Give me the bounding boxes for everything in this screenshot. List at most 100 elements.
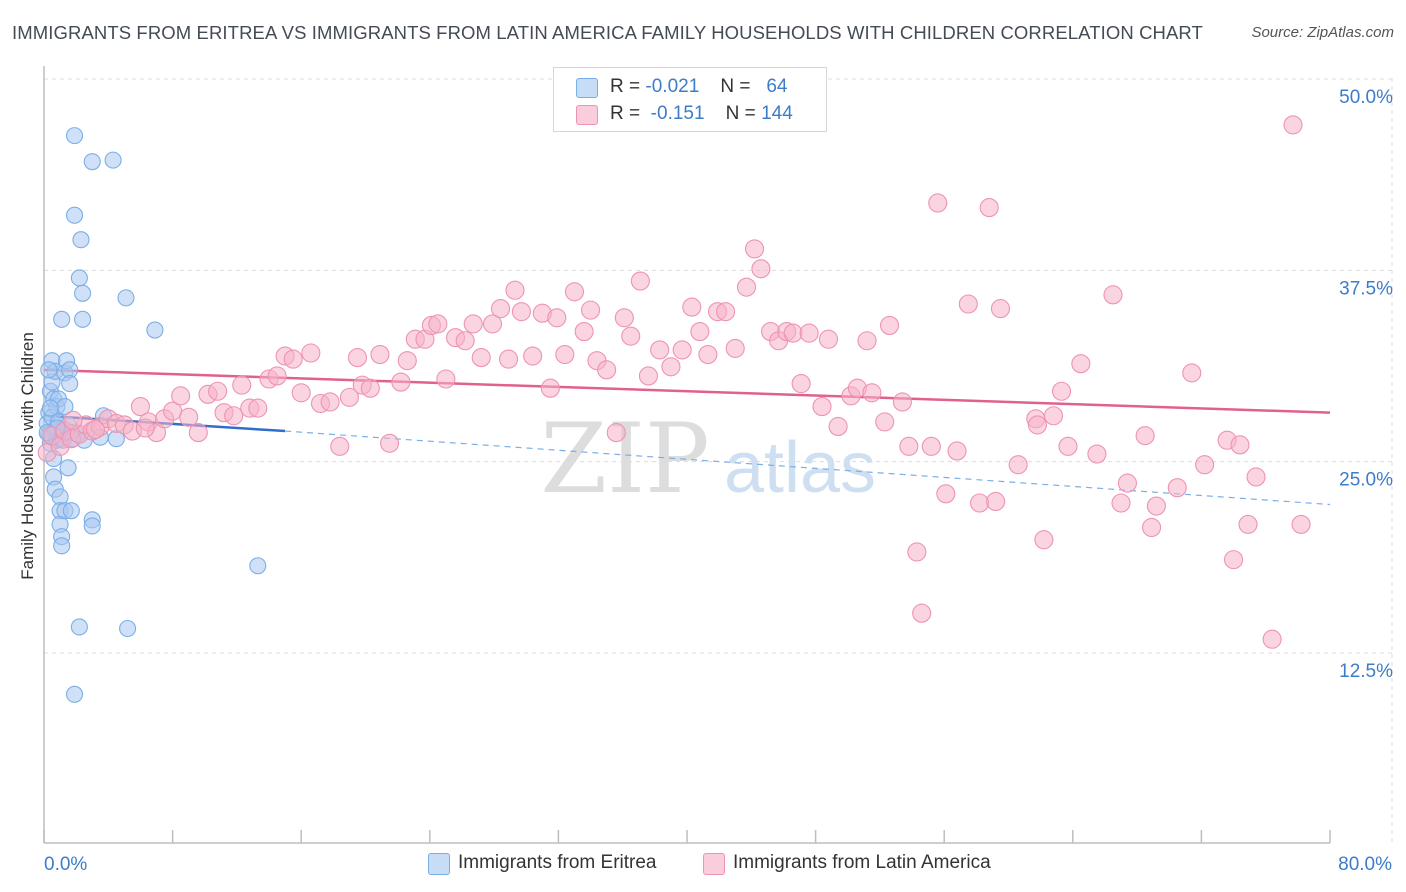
point-latin-america — [1291, 514, 1311, 534]
point-latin-america — [986, 491, 1006, 512]
point-latin-america — [1117, 473, 1138, 493]
point-eritrea — [70, 618, 88, 636]
legend-r-value: -0.151 — [650, 103, 705, 124]
point-latin-america — [436, 369, 456, 389]
point-latin-america — [621, 326, 641, 346]
point-latin-america — [188, 423, 208, 443]
point-latin-america — [347, 348, 368, 368]
watermark-atlas: atlas — [724, 428, 876, 508]
point-latin-america — [1230, 435, 1250, 455]
point-latin-america — [1103, 285, 1123, 305]
point-latin-america — [179, 407, 199, 427]
source-credit: Source: ZipAtlas.com — [1251, 24, 1394, 41]
point-latin-america — [360, 378, 380, 398]
point-latin-america — [471, 348, 491, 368]
data-points — [37, 115, 1311, 703]
point-latin-america — [320, 392, 340, 412]
point-latin-america — [330, 436, 350, 456]
point-eritrea — [59, 459, 77, 477]
grid-lines — [44, 78, 1393, 843]
point-eritrea — [74, 284, 92, 302]
point-latin-america — [899, 436, 919, 456]
point-eritrea — [61, 375, 79, 393]
bottom-legend-swatch-latin-america — [703, 853, 725, 875]
point-latin-america — [248, 398, 268, 418]
point-latin-america — [936, 484, 956, 504]
point-latin-america — [391, 372, 411, 392]
point-latin-america — [499, 349, 519, 369]
point-latin-america — [614, 308, 634, 328]
point-latin-america — [875, 412, 895, 432]
point-latin-america — [606, 423, 626, 443]
point-latin-america — [912, 603, 932, 623]
point-latin-america — [564, 282, 585, 302]
point-latin-america — [574, 322, 594, 342]
legend-n-value: 64 — [766, 76, 788, 97]
point-latin-america — [1043, 406, 1064, 426]
point-latin-america — [799, 323, 819, 343]
point-latin-america — [638, 366, 658, 386]
point-latin-america — [921, 436, 941, 456]
legend-swatch-latin-america — [576, 105, 598, 125]
point-latin-america — [879, 315, 900, 335]
point-latin-america — [555, 344, 575, 365]
chart-title: IMMIGRANTS FROM ERITREA VS IMMIGRANTS FR… — [12, 22, 1203, 43]
point-latin-america — [791, 374, 811, 394]
point-latin-america — [224, 406, 244, 426]
point-latin-america — [1146, 496, 1166, 516]
point-latin-america — [130, 397, 150, 417]
point-eritrea — [65, 127, 84, 145]
legend-n-label: N = — [720, 76, 751, 97]
point-latin-america — [958, 294, 978, 314]
legend-r-label: R = — [610, 103, 641, 124]
point-latin-america — [661, 357, 681, 377]
tick-labels: 12.5% 25.0% 37.5% 50.0% 0.0% 80.0% — [44, 87, 1393, 875]
point-latin-america — [1051, 381, 1072, 401]
point-latin-america — [690, 322, 710, 342]
point-eritrea — [53, 537, 71, 555]
legend-swatch-eritrea — [576, 78, 598, 98]
point-latin-america — [580, 300, 601, 320]
point-latin-america — [892, 392, 912, 412]
bottom-legend-swatch-eritrea — [428, 853, 450, 875]
point-eritrea — [53, 310, 71, 328]
bottom-legend-label-eritrea: Immigrants from Eritrea — [458, 852, 657, 873]
point-eritrea — [146, 321, 164, 339]
point-eritrea — [117, 289, 135, 307]
point-latin-america — [291, 383, 311, 403]
point-latin-america — [511, 302, 531, 322]
point-latin-america — [1008, 455, 1028, 475]
legend-r-label: R = — [610, 76, 641, 97]
point-latin-america — [63, 410, 83, 430]
point-latin-america — [783, 323, 803, 343]
stats-legend: R = -0.021 N = 64 R = -0.151 N = 144 — [553, 67, 827, 132]
point-latin-america — [1087, 444, 1107, 464]
point-latin-america — [1246, 467, 1266, 487]
point-latin-america — [1195, 455, 1215, 475]
point-latin-america — [171, 386, 191, 406]
point-latin-america — [397, 351, 417, 371]
point-eritrea — [41, 399, 59, 417]
point-latin-america — [1182, 363, 1202, 383]
point-eritrea — [65, 685, 84, 703]
point-latin-america — [428, 314, 448, 334]
point-latin-america — [523, 346, 543, 366]
point-latin-america — [339, 387, 359, 407]
point-latin-america — [135, 418, 155, 438]
point-latin-america — [482, 314, 503, 334]
watermark: ZIP atlas — [540, 403, 876, 515]
y-tick-label: 25.0% — [1339, 470, 1393, 491]
point-latin-america — [505, 280, 525, 300]
point-latin-america — [682, 297, 702, 317]
legend-r-value: -0.021 — [645, 76, 700, 97]
x-tick-label: 80.0% — [1338, 854, 1392, 875]
point-latin-america — [208, 381, 228, 401]
point-latin-america — [267, 366, 287, 386]
point-eritrea — [83, 153, 101, 171]
point-latin-america — [1167, 478, 1187, 498]
point-latin-america — [1111, 493, 1131, 513]
point-latin-america — [907, 542, 927, 562]
point-latin-america — [672, 340, 692, 360]
point-latin-america — [650, 340, 670, 360]
